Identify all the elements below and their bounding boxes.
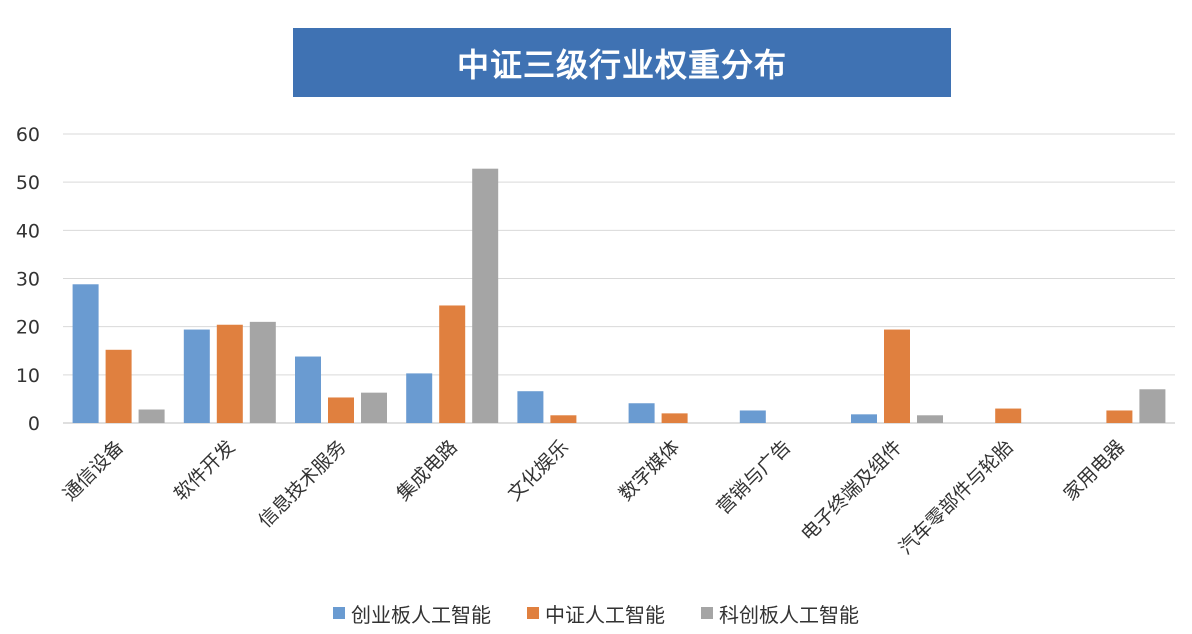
bar-1-series-0 <box>183 329 210 423</box>
x-tick-label-0: 通信设备 <box>59 436 128 505</box>
bar-4-series-0 <box>517 391 544 423</box>
x-tick-label-6: 营销与广告 <box>713 436 796 519</box>
legend-item-series-2: 科创板人工智能 <box>701 599 859 628</box>
x-tick-label-5: 数字媒体 <box>615 436 684 505</box>
bar-chart: 0 10 20 30 40 50 60 通信设备 软件开发 信息技术服务 集成电路 文化娱乐 数字媒体营… <box>16 124 1175 559</box>
legend-swatch-series-2 <box>701 607 713 619</box>
legend-label-series-2: 科创板人工智能 <box>719 602 859 627</box>
x-tick-label-1: 软件开发 <box>170 436 239 505</box>
bar-7-series-2 <box>917 415 943 423</box>
bar-6-series-0 <box>739 410 766 423</box>
bar-0-series-1 <box>105 349 132 423</box>
bar-5-series-1 <box>661 413 688 423</box>
x-tick-label-4: 文化娱乐 <box>504 436 573 505</box>
x-tick-label-2: 信息技术服务 <box>254 436 350 532</box>
y-tick-label-0: 0 <box>28 413 40 435</box>
chart-legend: 创业板人工智能 中证人工智能 科创板人工智能 <box>0 598 1192 628</box>
y-tick-label-30: 30 <box>16 269 40 291</box>
x-tick-label-8: 汽车零部件与轮胎 <box>895 436 1018 559</box>
y-tick-label-20: 20 <box>16 317 40 339</box>
bar-2-series-1 <box>328 397 354 423</box>
bar-4-series-1 <box>550 415 577 423</box>
y-tick-label-60: 60 <box>16 124 40 146</box>
legend-label-series-0: 创业板人工智能 <box>351 602 491 627</box>
chart-title: 中证三级行业权重分布 <box>456 45 787 84</box>
y-tick-label-50: 50 <box>16 172 40 194</box>
bar-0-series-2 <box>138 409 165 423</box>
bar-3-series-2 <box>472 168 499 423</box>
bar-2-series-0 <box>295 356 321 423</box>
legend-swatch-series-0 <box>333 607 345 619</box>
bar-9-series-2 <box>1139 389 1166 423</box>
bar-3-series-1 <box>439 305 466 423</box>
bar-9-series-1 <box>1106 410 1133 423</box>
legend-item-series-1: 中证人工智能 <box>527 599 665 628</box>
chart-title-banner: 中证三级行业权重分布 <box>293 28 951 97</box>
x-tick-label-9: 家用电器 <box>1060 436 1129 505</box>
bar-1-series-1 <box>216 324 243 423</box>
bar-7-series-1 <box>884 329 910 423</box>
legend-swatch-series-1 <box>527 607 539 619</box>
x-tick-label-3: 集成电路 <box>392 436 461 505</box>
bar-0-series-0 <box>72 284 99 423</box>
bar-5-series-0 <box>628 403 655 423</box>
bar-7-series-0 <box>851 414 877 423</box>
x-tick-label-7: 电子终端及组件 <box>797 436 907 546</box>
legend-item-series-0: 创业板人工智能 <box>333 599 491 628</box>
bar-8-series-1 <box>995 408 1022 423</box>
bar-3-series-0 <box>406 373 433 423</box>
y-tick-label-10: 10 <box>16 365 40 387</box>
legend-label-series-1: 中证人工智能 <box>545 602 665 627</box>
y-tick-label-40: 40 <box>16 220 40 242</box>
bar-2-series-2 <box>361 392 387 423</box>
bar-1-series-2 <box>249 321 276 423</box>
